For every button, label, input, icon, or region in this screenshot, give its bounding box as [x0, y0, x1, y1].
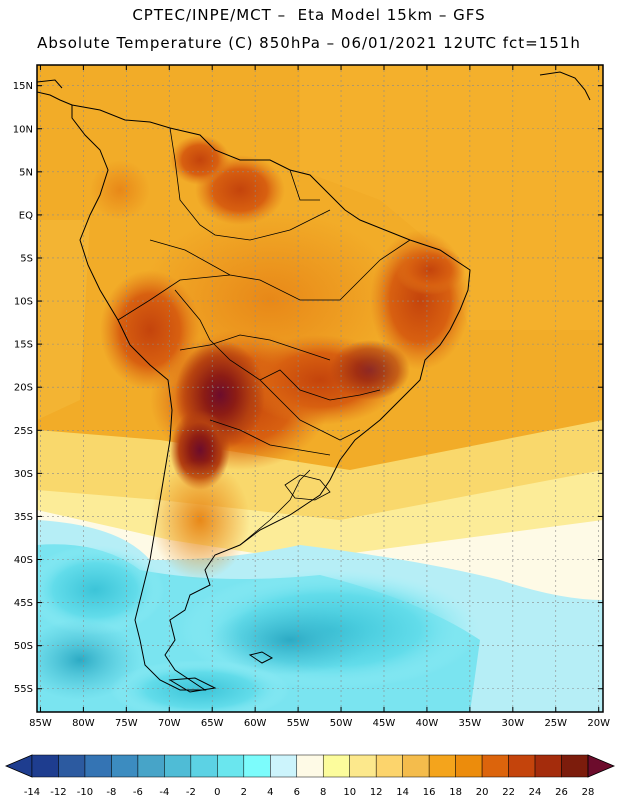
colorbar-swatch	[508, 754, 536, 778]
colorbar-labels: -14 -12 -10 -8 -6 -4 -2 0 2 4 6 8 10 12 14 16 18 20 22 24 26…	[24, 787, 595, 798]
colorbar-swatch	[31, 754, 59, 778]
lat-label: 40S	[14, 555, 33, 566]
south-america-coastline	[71, 104, 471, 691]
lon-label: 60W	[244, 718, 267, 729]
colorbar-tick-label: 12	[370, 787, 383, 798]
lon-label: 70W	[158, 718, 181, 729]
longitude-labels: 85W 80W 75W 70W 65W 60W 55W 50W 45W 40W 35W 30W 25W 2…	[29, 718, 610, 729]
temperature-field	[37, 65, 603, 712]
tierra-del-fuego	[168, 677, 217, 693]
lon-label: 35W	[459, 718, 482, 729]
coastlines	[37, 71, 591, 693]
colorbar-tick-label: 0	[214, 787, 220, 798]
colorbar-tick-label: 26	[555, 787, 568, 798]
colorbar-swatch	[190, 754, 218, 778]
colorbar-tick-label: -10	[77, 787, 93, 798]
lon-label: 30W	[502, 718, 525, 729]
lon-label: 65W	[201, 718, 224, 729]
lon-label: 80W	[72, 718, 95, 729]
colorbar-swatch	[481, 754, 509, 778]
lat-label: 25S	[14, 426, 33, 437]
lat-label: 10N	[13, 124, 33, 135]
chart-title: CPTEC/INPE/MCT – Eta Model 15km – GFS	[132, 6, 486, 24]
lat-label: 20S	[14, 383, 33, 394]
colorbar-tick-label: 10	[343, 787, 356, 798]
map-frame	[36, 64, 604, 713]
colorbar-tick-label: -14	[24, 787, 40, 798]
colorbar-low-arrow	[4, 754, 33, 778]
colorbar-swatch	[322, 754, 350, 778]
lon-label: 50W	[330, 718, 353, 729]
latitude-labels: 15N 10N 5N EQ 5S 10S 15S 20S 25S 30S 35S 40S 45S 50S 5…	[13, 81, 33, 695]
colorbar-tick-label: 24	[529, 787, 542, 798]
lat-label: 35S	[14, 512, 33, 523]
colorbar-swatch	[402, 754, 430, 778]
colorbar-tick-label: 8	[320, 787, 326, 798]
graticule	[37, 65, 603, 712]
colorbar-swatch	[534, 754, 562, 778]
lat-label: 15N	[13, 81, 33, 92]
lat-label: 30S	[14, 469, 33, 480]
lon-label: 75W	[115, 718, 138, 729]
lat-label: 15S	[14, 340, 33, 351]
colorbar-tick-label: -8	[106, 787, 116, 798]
colorbar-swatch	[137, 754, 165, 778]
uruguay-border	[284, 474, 331, 501]
colorbar-swatch	[164, 754, 192, 778]
colorbar-swatch	[58, 754, 86, 778]
central-america-coastline	[37, 79, 73, 106]
chart-subtitle: Absolute Temperature (C) 850hPa – 06/01/…	[37, 34, 581, 52]
lat-label: 55S	[14, 684, 33, 695]
colorbar-tick-label: 22	[502, 787, 515, 798]
colorbar-swatch	[296, 754, 324, 778]
colorbar-tick-label: 2	[241, 787, 247, 798]
colorbar-high-arrow	[587, 754, 616, 778]
colorbar-swatch	[349, 754, 377, 778]
lat-label: 5S	[20, 253, 33, 264]
colorbar-tick-label: 20	[476, 787, 489, 798]
lon-label: 45W	[373, 718, 396, 729]
colorbar-tick-label: 18	[449, 787, 462, 798]
lat-label: 5N	[19, 167, 33, 178]
colorbar-tick-label: 14	[396, 787, 409, 798]
lon-label: 85W	[29, 718, 52, 729]
colorbar-swatch	[375, 754, 403, 778]
colorbar	[4, 754, 616, 778]
colorbar-tick-label: -4	[159, 787, 169, 798]
lat-label: EQ	[19, 210, 33, 221]
lat-label: 45S	[14, 598, 33, 609]
country-borders	[117, 127, 411, 546]
lat-label: 10S	[14, 297, 33, 308]
colorbar-tick-label: -12	[50, 787, 66, 798]
lon-label: 25W	[544, 718, 567, 729]
colorbar-tick-label: -2	[186, 787, 196, 798]
colorbar-swatch	[270, 754, 298, 778]
lon-label: 55W	[287, 718, 310, 729]
colorbar-swatch	[217, 754, 245, 778]
axis-ticks	[37, 65, 603, 712]
colorbar-swatch	[84, 754, 112, 778]
lon-label: 40W	[416, 718, 439, 729]
colorbar-swatch	[243, 754, 271, 778]
colorbar-swatch	[428, 754, 456, 778]
colorbar-swatch	[455, 754, 483, 778]
lat-label: 50S	[14, 641, 33, 652]
colorbar-tick-label: 16	[423, 787, 436, 798]
colorbar-tick-label: -6	[133, 787, 143, 798]
colorbar-swatch	[111, 754, 139, 778]
colorbar-swatch	[561, 754, 589, 778]
colorbar-tick-label: 6	[294, 787, 300, 798]
falklands	[248, 651, 274, 664]
colorbar-tick-label: 28	[582, 787, 595, 798]
lon-label: 20W	[587, 718, 610, 729]
colorbar-tick-label: 4	[267, 787, 273, 798]
africa-coast	[539, 71, 591, 101]
